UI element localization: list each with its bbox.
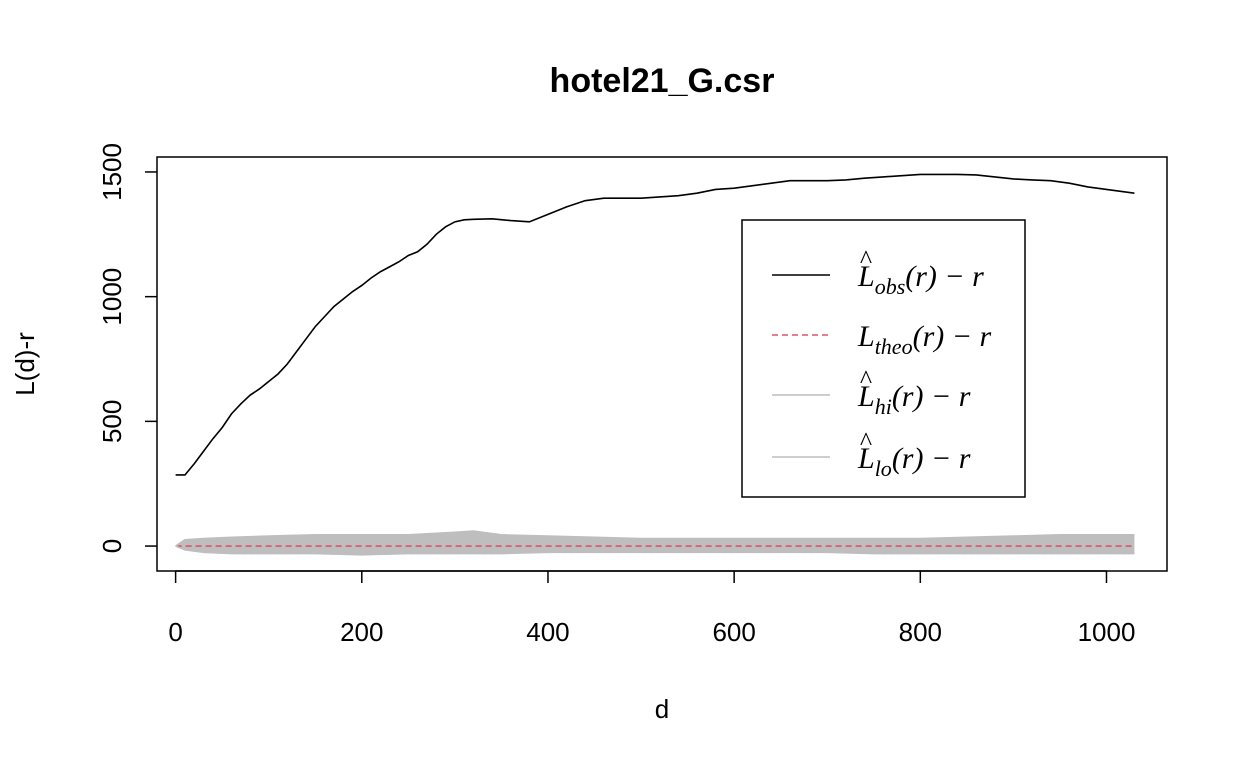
plot-marks [175,173,1135,556]
legend-label: Lobs(r) − r [857,260,984,299]
series-hi-line [175,530,1135,547]
x-tick-label: 600 [712,617,755,647]
legend-label: Ltheo(r) − r [857,320,991,359]
x-tick-label: 0 [168,617,182,647]
y-axis-label: L(d)-r [10,332,40,396]
chart-title: hotel21_G.csr [550,62,775,100]
x-tick-label: 1000 [1078,617,1136,647]
y-tick-label: 500 [97,400,127,443]
y-axis: 0 500 1000 1500 [97,143,157,553]
legend-box [741,219,1026,498]
series-lo-line [175,545,1135,556]
x-tick-label: 400 [526,617,569,647]
x-tick-label: 800 [899,617,942,647]
legend-hat: ^ [860,365,872,394]
series-obs-line [175,173,1135,476]
y-tick-label: 0 [97,539,127,553]
legend-hat: ^ [860,245,872,274]
y-tick-label: 1500 [97,143,127,201]
legend-hat: ^ [860,427,872,456]
legend-label: Llo(r) − r [857,442,971,481]
x-tick-label: 200 [340,617,383,647]
legend-label: Lhi(r) − r [857,380,971,419]
x-axis: 0 200 400 600 800 1000 [168,570,1136,647]
envelope-band [175,531,1135,555]
y-tick-label: 1000 [97,268,127,326]
x-axis-label: d [655,694,669,724]
